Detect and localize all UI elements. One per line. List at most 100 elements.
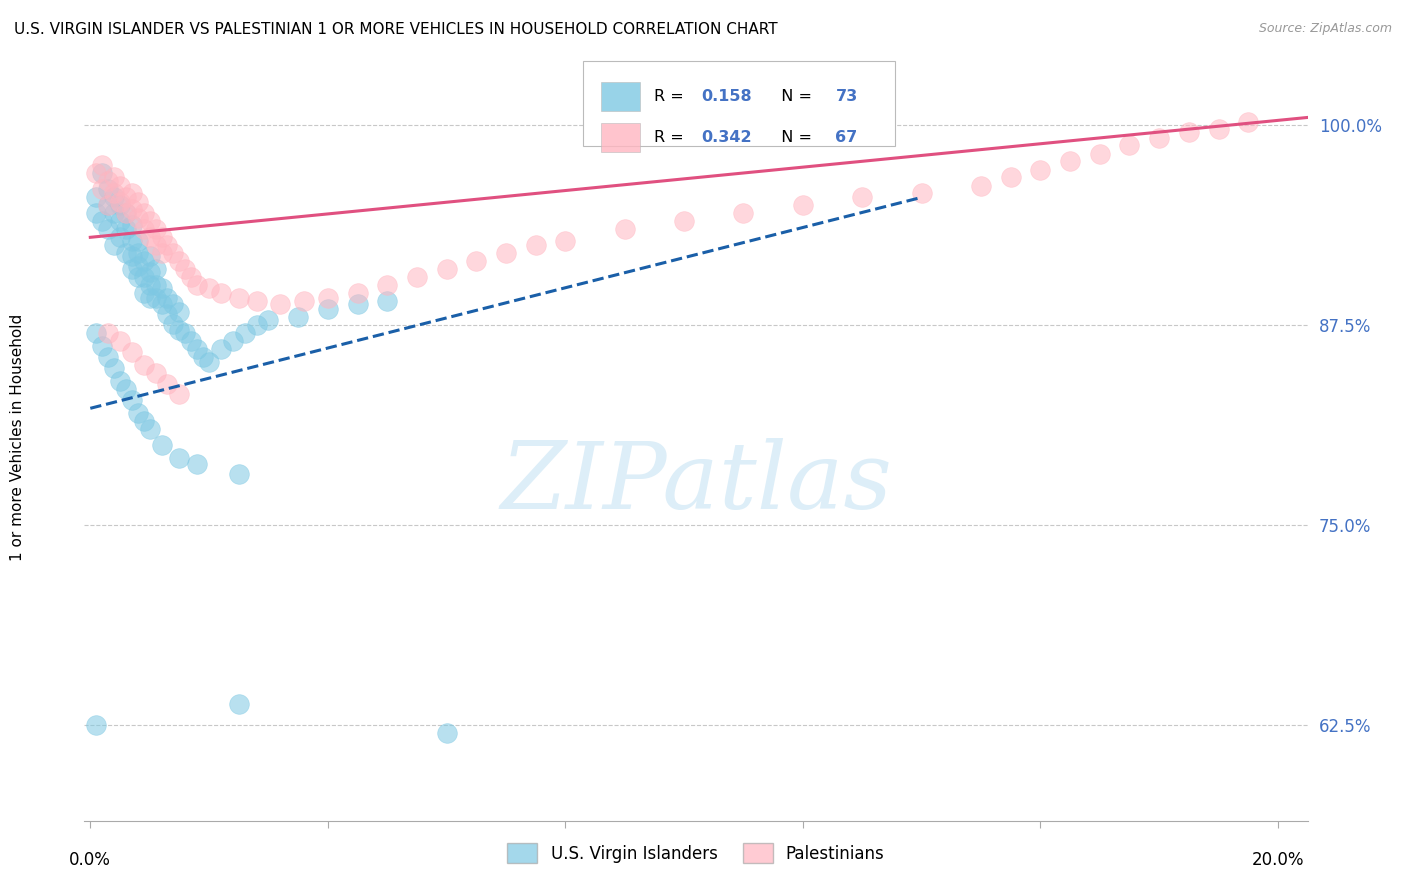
Point	[156, 291, 179, 305]
Point	[150, 230, 173, 244]
Point	[316, 291, 339, 305]
Point	[108, 198, 131, 212]
Point	[436, 262, 458, 277]
Point	[127, 270, 149, 285]
Point	[97, 350, 120, 364]
Point	[97, 198, 120, 212]
Point	[138, 422, 160, 436]
Point	[150, 438, 173, 452]
Point	[127, 406, 149, 420]
Point	[127, 234, 149, 248]
Point	[97, 174, 120, 188]
Point	[346, 297, 368, 311]
Point	[121, 250, 143, 264]
Point	[524, 238, 547, 252]
Point	[97, 326, 120, 341]
Point	[150, 297, 173, 311]
Point	[127, 259, 149, 273]
Point	[465, 254, 488, 268]
Point	[1000, 169, 1022, 184]
Point	[209, 286, 232, 301]
Point	[108, 195, 131, 210]
Point	[138, 250, 160, 264]
Point	[169, 450, 191, 465]
Point	[495, 246, 517, 260]
Point	[269, 297, 291, 311]
Point	[91, 158, 114, 172]
Text: 67: 67	[835, 129, 858, 145]
Point	[169, 254, 191, 268]
Point	[186, 342, 208, 356]
Point	[108, 179, 131, 194]
FancyBboxPatch shape	[600, 82, 640, 112]
Point	[115, 222, 138, 236]
Point	[127, 246, 149, 260]
Point	[132, 222, 155, 236]
Point	[132, 358, 155, 372]
Point	[1147, 131, 1170, 145]
Point	[198, 281, 221, 295]
Point	[169, 387, 191, 401]
Text: R =: R =	[654, 89, 689, 104]
Text: 1 or more Vehicles in Household: 1 or more Vehicles in Household	[10, 313, 24, 561]
Point	[91, 182, 114, 196]
Point	[108, 230, 131, 244]
Point	[121, 262, 143, 277]
Point	[257, 313, 280, 327]
Point	[233, 326, 256, 341]
Point	[150, 246, 173, 260]
Text: Source: ZipAtlas.com: Source: ZipAtlas.com	[1258, 22, 1392, 36]
Point	[115, 246, 138, 260]
Point	[138, 291, 160, 305]
Point	[554, 234, 576, 248]
Point	[127, 211, 149, 226]
Point	[162, 317, 184, 331]
FancyBboxPatch shape	[600, 122, 640, 152]
Point	[84, 326, 107, 341]
Point	[121, 186, 143, 200]
Point	[138, 230, 160, 244]
Point	[132, 206, 155, 220]
Text: 0.342: 0.342	[700, 129, 751, 145]
Point	[145, 278, 167, 293]
Point	[1088, 147, 1111, 161]
Point	[108, 334, 131, 349]
Point	[851, 190, 873, 204]
Text: R =: R =	[654, 129, 689, 145]
Text: 73: 73	[835, 89, 858, 104]
Point	[162, 246, 184, 260]
Point	[91, 214, 114, 228]
Point	[245, 318, 267, 333]
Point	[145, 291, 167, 305]
Point	[115, 206, 138, 220]
Point	[115, 382, 138, 396]
Point	[145, 222, 167, 236]
Point	[91, 339, 114, 353]
Point	[287, 310, 309, 325]
Point	[84, 717, 107, 731]
Point	[375, 294, 398, 309]
Point	[186, 278, 208, 293]
Point	[103, 238, 125, 252]
Point	[138, 278, 160, 293]
Point	[198, 355, 221, 369]
Text: N =: N =	[770, 89, 817, 104]
Legend: U.S. Virgin Islanders, Palestinians: U.S. Virgin Islanders, Palestinians	[501, 836, 891, 870]
Point	[346, 286, 368, 301]
Point	[145, 238, 167, 252]
Point	[406, 270, 429, 285]
Point	[108, 374, 131, 388]
Point	[180, 334, 202, 349]
Point	[222, 334, 245, 349]
Point	[228, 467, 250, 481]
Point	[84, 166, 107, 180]
Point	[375, 278, 398, 293]
Point	[84, 190, 107, 204]
Point	[162, 297, 184, 311]
Point	[733, 206, 755, 220]
Point	[228, 697, 250, 711]
Point	[132, 286, 155, 301]
Point	[174, 262, 197, 277]
Point	[145, 366, 167, 380]
Point	[97, 182, 120, 196]
